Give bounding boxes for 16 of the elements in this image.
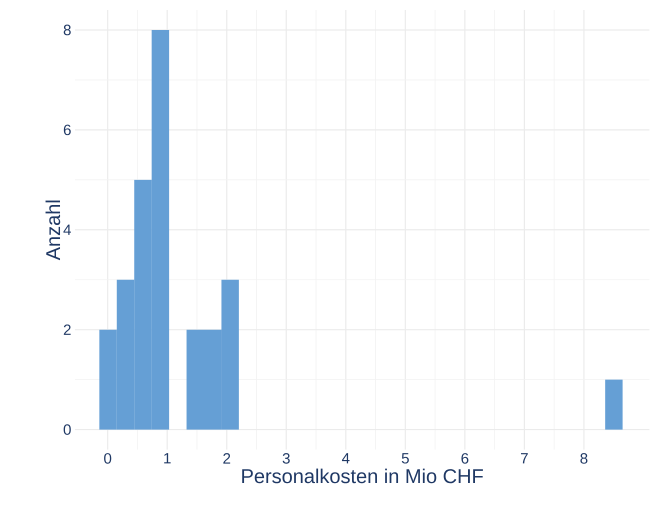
x-tick-label: 8 [580,453,588,464]
y-tick-label: 4 [63,224,71,236]
x-tick-label: 5 [402,453,409,464]
x-tick-label: 3 [282,453,290,464]
x-tick-label: 1 [164,453,171,464]
y-tick-label: 8 [64,24,71,36]
x-tick-label: 6 [461,453,468,464]
y-tick-label: 2 [64,324,71,336]
y-tick-label: 6 [64,124,71,136]
y-tick-label: 0 [64,424,71,436]
x-tick-label: 4 [342,453,350,464]
x-tick-label: 7 [520,453,528,464]
x-tick-label: 2 [223,453,230,464]
x-axis-title: Personalkosten in Mio CHF [242,468,483,484]
x-tick-label: 0 [104,453,112,464]
y-axis-title: Anzahl [46,200,60,261]
